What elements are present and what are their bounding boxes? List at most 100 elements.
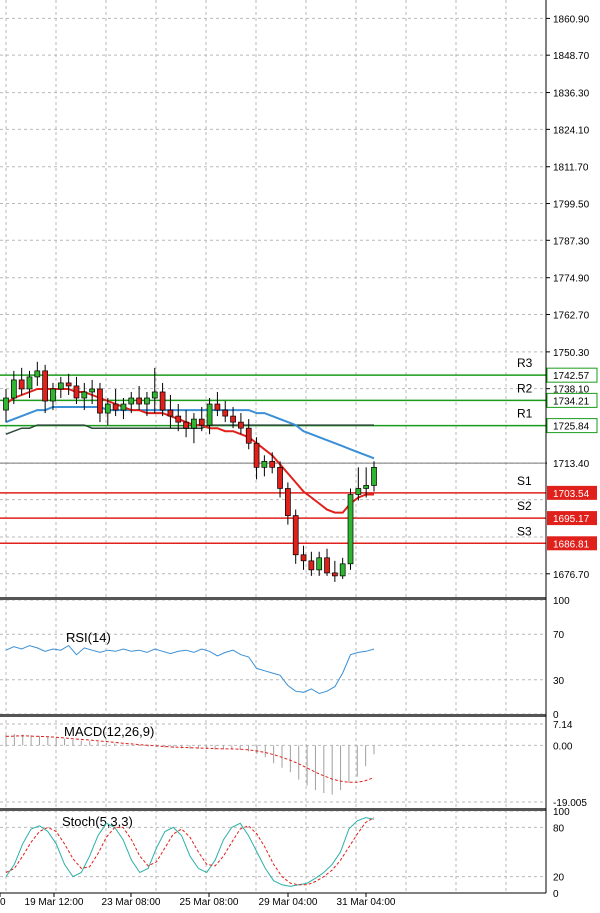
price-tick-label: 1860.90 — [553, 14, 590, 25]
candle-bear — [332, 572, 338, 577]
level-price-label: 1742.57 — [553, 371, 590, 382]
price-tick-label: 1762.70 — [553, 310, 590, 321]
candle-bull — [10, 379, 17, 399]
candle-bull — [191, 418, 197, 429]
level-name-s2: S2 — [517, 499, 532, 513]
level-price-label: 1725.84 — [553, 422, 590, 433]
candle-bear — [285, 488, 291, 516]
stoch-d-line — [5, 817, 375, 886]
time-tick-label: 23 Mar 08:00 — [102, 897, 161, 908]
macd-tick-label: 7.14 — [553, 720, 573, 731]
candle-bull — [355, 488, 362, 495]
level-name-s3: S3 — [517, 524, 532, 538]
macd-tick-label: 0.00 — [553, 741, 573, 752]
pivot-levels: R3 R2 R1 S1 S2 S3 — [0, 356, 546, 545]
candle-bear — [73, 385, 80, 399]
level-price-box — [547, 485, 597, 500]
candle-bear — [214, 403, 221, 411]
price-tick-label: 1750.30 — [553, 348, 590, 359]
candle-bull — [104, 403, 111, 414]
candle-bear — [222, 409, 229, 417]
stoch-title: Stoch(5,3,3) — [62, 814, 133, 829]
macd-title: MACD(12,26,9) — [64, 724, 154, 739]
candle-bull — [339, 563, 346, 577]
price-tick-label: 1787.30 — [553, 236, 590, 247]
panel-separator — [0, 808, 546, 811]
time-tick-label: 31 Mar 04:00 — [337, 897, 396, 908]
candle-bear — [238, 421, 244, 429]
macd-tick-label: -19.005 — [553, 798, 587, 809]
current-price-label: 1713.40 — [553, 459, 590, 470]
price-tick-label: 1848.70 — [553, 51, 590, 62]
price-tick-label: 1824.10 — [553, 125, 590, 136]
price-axis: 1742.57 1734.21 1725.84 1703.54 1695.17 1686.… — [546, 14, 598, 900]
macd-panel: MACD(12,26,9) — [5, 724, 375, 795]
time-tick-label: 29 Mar 04:00 — [259, 897, 318, 908]
moving-averages — [5, 388, 375, 514]
time-tick-label: 25 Mar 08:00 — [180, 897, 239, 908]
time-tick-label: 19 Mar 12:00 — [25, 897, 84, 908]
candle-bear — [18, 379, 25, 390]
panel-separators — [0, 0, 547, 894]
candle-bull — [363, 485, 370, 489]
macd-signal-line — [5, 735, 375, 783]
ma-dark-line — [5, 424, 374, 435]
ma-red-line — [5, 388, 374, 514]
candle-bear — [112, 403, 119, 411]
rsi-tick-label: 0 — [553, 710, 559, 721]
rsi-tick-label: 70 — [553, 630, 565, 641]
candle-bear — [292, 515, 299, 556]
candle-bear — [230, 415, 236, 423]
level-price-box — [547, 536, 597, 551]
price-tick-label: 1738.10 — [553, 385, 590, 396]
candle-bear — [269, 460, 276, 468]
price-tick-label: 1774.90 — [553, 274, 590, 285]
level-name-r2: R2 — [517, 381, 533, 395]
candle-bear — [300, 554, 307, 562]
stoch-k-line — [5, 817, 375, 887]
candle-bear — [65, 382, 72, 387]
level-name-r1: R1 — [517, 407, 533, 421]
candle-bull — [120, 403, 127, 411]
candle-bull — [316, 557, 323, 571]
candle-bull — [151, 391, 158, 399]
stoch-panel: Stoch(5,3,3) — [5, 814, 375, 887]
panel-separator — [0, 714, 546, 717]
price-tick-label: 1836.30 — [553, 89, 590, 100]
current-price-box — [547, 456, 597, 471]
stoch-tick-label: 20 — [553, 873, 565, 884]
candle-bull — [371, 466, 377, 486]
price-tick-label: 1799.50 — [553, 200, 590, 211]
level-price-box — [546, 392, 598, 408]
stoch-tick-label: 100 — [553, 807, 570, 818]
candle-bull — [89, 388, 95, 393]
candle-bull — [3, 397, 9, 411]
candle-bear — [253, 442, 260, 468]
level-price-label: 1686.81 — [553, 539, 590, 550]
rsi-tick-label: 100 — [553, 596, 570, 607]
level-price-box — [547, 511, 597, 526]
candlestick-series — [3, 361, 377, 582]
level-price-label: 1695.17 — [553, 514, 590, 525]
candle-bear — [167, 409, 174, 417]
candle-bull — [206, 403, 213, 426]
time-tick-label: 0 — [0, 897, 6, 908]
candle-bear — [308, 560, 315, 571]
price-tick-label: 1676.70 — [553, 570, 590, 581]
level-price-box — [546, 418, 598, 434]
rsi-line — [5, 644, 375, 695]
candle-bear — [159, 391, 166, 411]
stoch-tick-label: 0 — [553, 889, 559, 900]
level-price-box — [546, 367, 598, 383]
candle-bear — [277, 466, 283, 489]
candle-bull — [34, 370, 41, 378]
candle-bear — [245, 427, 252, 444]
candle-bull — [50, 388, 56, 402]
candle-bear — [175, 415, 182, 423]
rsi-title: RSI(14) — [66, 630, 111, 645]
candle-bull — [57, 382, 64, 390]
level-price-label: 1703.54 — [553, 489, 590, 500]
rsi-tick-label: 30 — [553, 676, 565, 687]
